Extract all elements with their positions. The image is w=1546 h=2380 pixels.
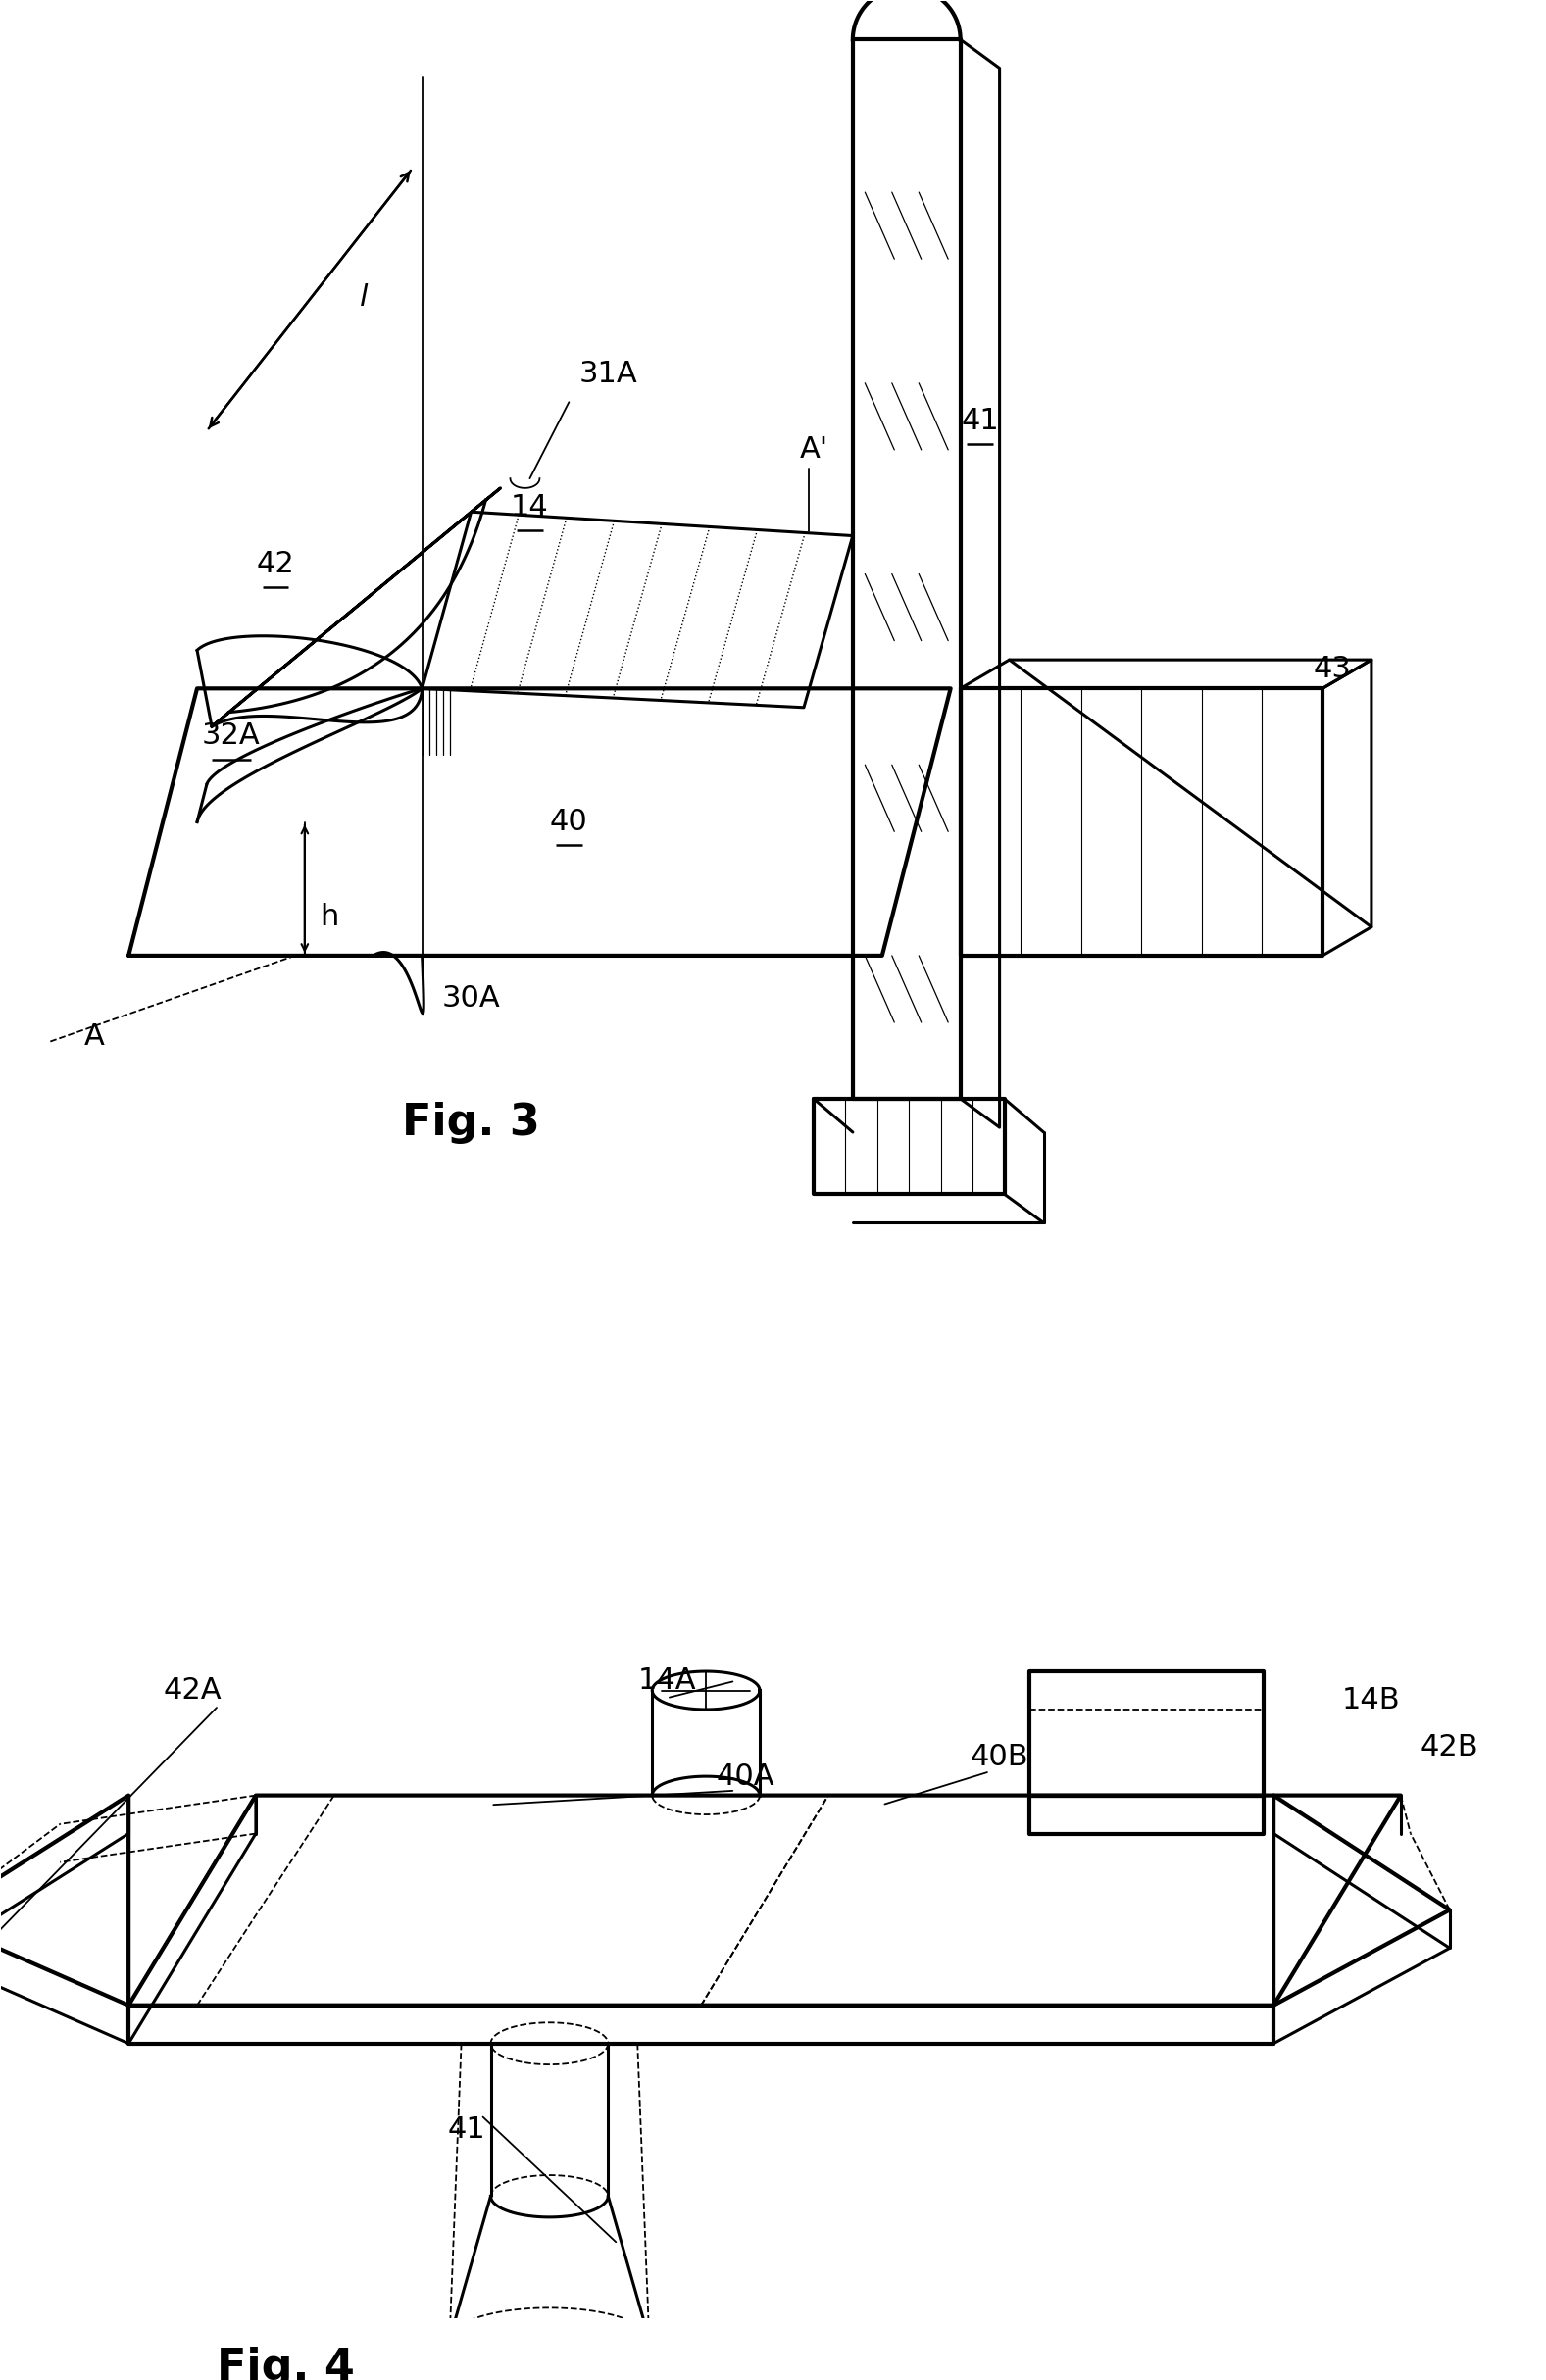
Text: h: h (320, 904, 339, 931)
Text: Fig. 4: Fig. 4 (216, 2347, 354, 2380)
Text: 41: 41 (962, 407, 999, 436)
Text: A': A' (799, 436, 829, 464)
Text: 14: 14 (510, 493, 549, 521)
Text: 41: 41 (447, 2116, 485, 2144)
Text: 42A: 42A (162, 1676, 221, 1704)
Text: 32A: 32A (203, 721, 261, 750)
Text: 31A: 31A (578, 359, 637, 388)
Text: 40: 40 (550, 807, 587, 835)
Text: 30A: 30A (442, 985, 501, 1014)
Text: 40B: 40B (971, 1742, 1028, 1771)
Text: 14A: 14A (637, 1666, 696, 1695)
Text: l: l (359, 283, 368, 312)
Text: 14B: 14B (1342, 1685, 1401, 1714)
Text: 42: 42 (257, 550, 294, 578)
Text: A: A (85, 1023, 105, 1052)
Text: 40A: 40A (716, 1761, 775, 1790)
Text: Fig. 3: Fig. 3 (402, 1102, 540, 1145)
Text: 43: 43 (1313, 654, 1351, 683)
Text: 42B: 42B (1421, 1733, 1480, 1761)
